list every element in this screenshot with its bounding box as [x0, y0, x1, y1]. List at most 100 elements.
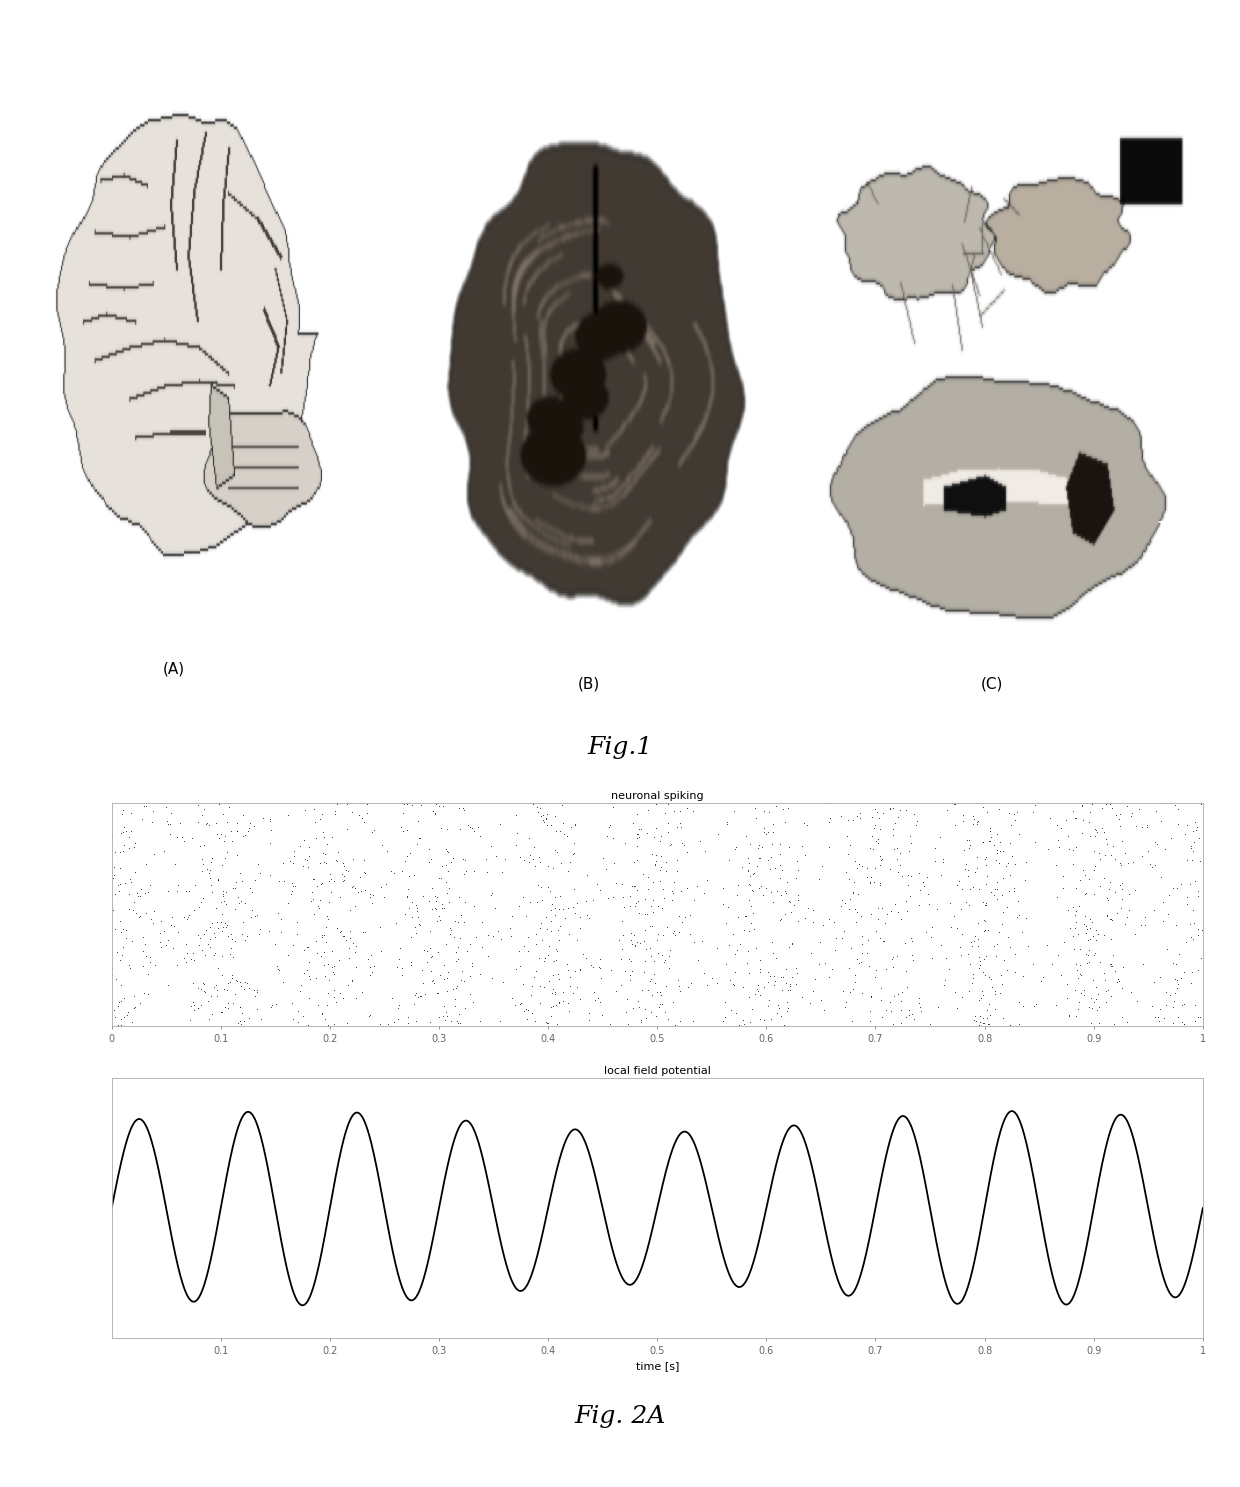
Point: [345, 876, 365, 900]
Point: [217, 913, 237, 937]
Point: [188, 895, 208, 919]
Point: [506, 803, 526, 827]
Point: [966, 1010, 986, 1033]
Point: [558, 859, 578, 883]
Point: [542, 892, 562, 916]
Point: [399, 842, 419, 865]
Point: [1016, 868, 1035, 892]
Point: [866, 828, 885, 852]
Point: [405, 983, 425, 1007]
Point: [559, 999, 579, 1023]
Point: [205, 922, 224, 946]
Point: [159, 974, 179, 998]
Point: [652, 897, 672, 920]
Point: [816, 952, 836, 975]
Point: [925, 849, 945, 873]
Point: [352, 879, 372, 903]
Point: [694, 882, 714, 906]
Point: [409, 912, 429, 935]
Point: [980, 1014, 999, 1038]
Point: [590, 947, 610, 971]
Point: [543, 855, 563, 879]
Point: [763, 812, 782, 836]
Point: [960, 980, 980, 1004]
Point: [428, 981, 448, 1005]
Point: [904, 949, 924, 972]
Point: [454, 970, 474, 993]
Point: [739, 919, 759, 943]
Point: [139, 880, 159, 904]
Point: [299, 834, 319, 858]
Point: [179, 906, 198, 929]
Point: [208, 916, 228, 940]
Point: [611, 972, 631, 996]
X-axis label: time [s]: time [s]: [636, 1362, 678, 1371]
Point: [1110, 970, 1130, 993]
Point: [112, 1007, 131, 1030]
Point: [529, 916, 549, 940]
Point: [470, 824, 490, 848]
Point: [553, 980, 573, 1004]
Point: [683, 931, 703, 955]
Point: [213, 883, 233, 907]
Point: [784, 892, 804, 916]
Point: [130, 885, 150, 909]
Point: [970, 1013, 990, 1036]
Point: [110, 857, 130, 880]
Point: [999, 801, 1019, 825]
Point: [1169, 943, 1189, 967]
Point: [438, 840, 458, 864]
Point: [1163, 995, 1183, 1019]
Point: [320, 868, 340, 892]
Point: [451, 968, 471, 992]
Point: [715, 952, 735, 975]
Point: [314, 941, 334, 965]
Point: [1071, 821, 1091, 845]
Point: [598, 886, 618, 910]
Point: [134, 794, 154, 818]
Point: [283, 1007, 303, 1030]
Point: [355, 810, 374, 834]
Point: [242, 880, 262, 904]
Point: [1066, 1004, 1086, 1028]
Point: [448, 947, 467, 971]
Point: [1065, 806, 1085, 830]
Point: [746, 937, 766, 961]
Point: [888, 859, 908, 883]
Point: [738, 846, 758, 870]
Point: [925, 837, 945, 861]
Point: [637, 821, 657, 845]
Point: [239, 810, 259, 834]
Point: [919, 892, 939, 916]
Point: [625, 894, 645, 917]
Point: [885, 810, 905, 834]
Point: [481, 883, 501, 907]
Point: [852, 854, 872, 877]
Point: [1004, 961, 1024, 984]
Point: [234, 928, 254, 952]
Point: [296, 848, 316, 871]
Point: [308, 941, 327, 965]
Point: [946, 813, 966, 837]
Point: [1105, 880, 1125, 904]
Point: [1056, 972, 1076, 996]
Point: [1058, 824, 1078, 848]
Point: [160, 822, 180, 846]
Point: [221, 819, 241, 843]
Point: [1068, 958, 1087, 981]
Point: [795, 843, 815, 867]
Point: [727, 836, 746, 859]
Point: [1177, 848, 1197, 871]
Point: [1101, 984, 1121, 1008]
Point: [993, 839, 1013, 862]
Point: [353, 920, 373, 944]
Point: [1090, 874, 1110, 898]
Point: [993, 1007, 1013, 1030]
Point: [763, 891, 782, 915]
Point: [1117, 1011, 1137, 1035]
Point: [372, 938, 392, 962]
Point: [392, 964, 412, 987]
Point: [600, 813, 620, 837]
Point: [1056, 807, 1076, 831]
Point: [114, 986, 134, 1010]
